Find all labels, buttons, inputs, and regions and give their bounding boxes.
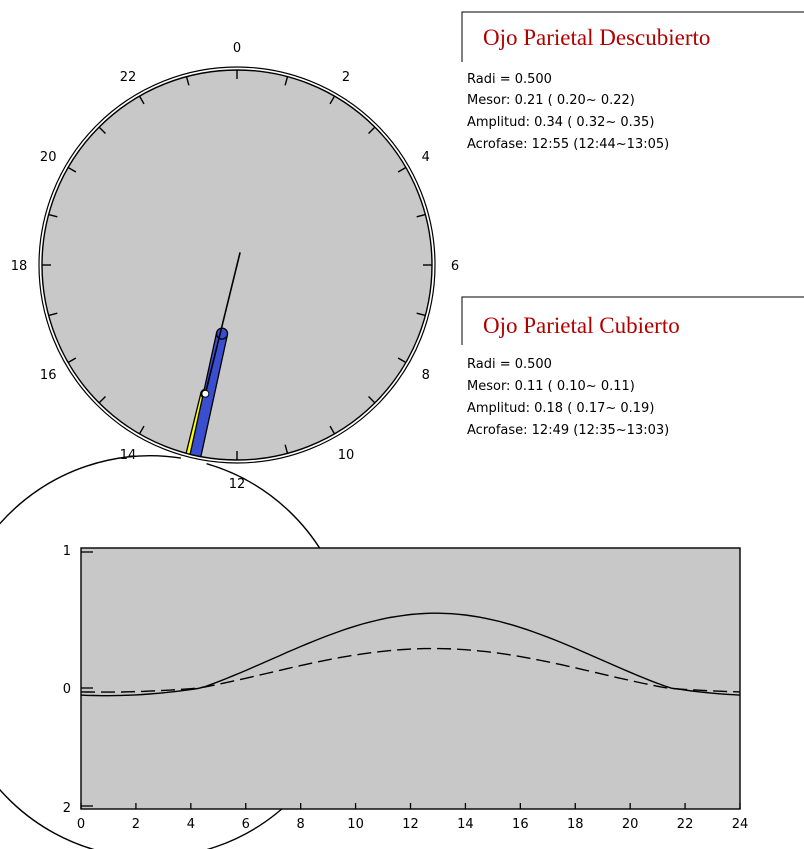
clock-tick	[397, 357, 407, 364]
vector-needle	[204, 252, 241, 394]
clock-tick	[284, 444, 289, 454]
clock-hour-label: 4	[422, 150, 430, 165]
clock-vectors	[185, 252, 241, 458]
stat-amplitud: Amplitud: 0.18 ( 0.17~ 0.19)	[467, 401, 654, 416]
x-tick-label: 8	[297, 817, 305, 832]
clock-tick	[368, 396, 376, 404]
stat-radi: Radi = 0.500	[467, 357, 552, 372]
clock-hour-label: 20	[40, 150, 57, 165]
x-tick-label: 10	[347, 817, 364, 832]
stat-radi: Radi = 0.500	[467, 72, 552, 87]
y-tick-label: 0	[63, 682, 71, 697]
clock-hour-label: 14	[120, 448, 137, 463]
stats-panel-cubierto: Ojo Parietal Cubierto Radi = 0.500 Mesor…	[461, 296, 804, 438]
clock-ticks	[42, 70, 432, 460]
stat-acrofase: Acrofase: 12:49 (12:35~13:03)	[467, 423, 669, 438]
clock-tick	[67, 166, 77, 173]
axis-ticks	[80, 551, 741, 809]
clock-tick	[138, 95, 145, 105]
clock-hour-label: 10	[338, 448, 355, 463]
vector-needle-tip	[201, 389, 210, 398]
panel-frame	[461, 11, 804, 62]
clock-hour-label: 6	[451, 259, 459, 274]
series-lines	[80, 612, 741, 697]
clock-hour-label: 22	[120, 70, 137, 85]
clock-tick	[98, 396, 106, 404]
y-tick-label: 1	[63, 544, 71, 559]
clock-tick	[397, 166, 407, 173]
x-tick-label: 12	[402, 817, 419, 832]
clock-tick	[48, 312, 58, 317]
clock-tick	[416, 312, 426, 317]
stat-mesor: Mesor: 0.21 ( 0.20~ 0.22)	[467, 93, 635, 108]
vector-bar-cubierto-tip	[215, 327, 229, 340]
x-tick-label: 14	[457, 817, 474, 832]
panel-title: Ojo Parietal Cubierto	[483, 313, 680, 338]
clock-tick	[329, 425, 336, 435]
plot-area	[80, 547, 741, 810]
x-tick-label: 6	[242, 817, 250, 832]
clock-hour-label: 8	[422, 368, 430, 383]
panel-frame	[461, 296, 804, 345]
y-tick-label: 2	[63, 801, 71, 816]
clock-tick	[138, 425, 145, 435]
x-tick-label: 4	[187, 817, 195, 832]
series-line-dashed	[80, 647, 741, 693]
clock-tick	[329, 95, 336, 105]
clock-tick	[284, 76, 289, 86]
clock-hour-label: 0	[233, 41, 241, 56]
clock-tick	[48, 213, 58, 218]
x-tick-label: 2	[132, 817, 140, 832]
clock-hour-label: 12	[229, 477, 246, 492]
clock-tick	[98, 126, 106, 134]
stat-mesor: Mesor: 0.11 ( 0.10~ 0.11)	[467, 379, 635, 394]
x-tick-label: 0	[77, 817, 85, 832]
clock-tick	[368, 126, 376, 134]
stats-panel-descubierto: Ojo Parietal Descubierto Radi = 0.500 Me…	[461, 11, 804, 152]
x-tick-label: 24	[732, 817, 749, 832]
x-tick-label: 18	[567, 817, 584, 832]
clock-hour-label: 2	[342, 70, 350, 85]
x-tick-label: 16	[512, 817, 529, 832]
stat-acrofase: Acrofase: 12:55 (12:44~13:05)	[467, 137, 669, 152]
panel-title: Ojo Parietal Descubierto	[483, 25, 710, 50]
x-tick-label: 20	[622, 817, 639, 832]
clock-hour-labels: 0 2 4 6 8 10 12 14 16 18 20 22	[11, 41, 459, 492]
clock-hour-label: 16	[40, 368, 57, 383]
clock-hour-label: 18	[11, 259, 28, 274]
clock-tick	[67, 357, 77, 364]
stat-amplitud: Amplitud: 0.34 ( 0.32~ 0.35)	[467, 115, 654, 130]
clock-tick	[185, 76, 190, 86]
series-line-solid	[80, 612, 741, 697]
x-tick-label: 22	[677, 817, 694, 832]
clock-tick	[416, 213, 426, 218]
